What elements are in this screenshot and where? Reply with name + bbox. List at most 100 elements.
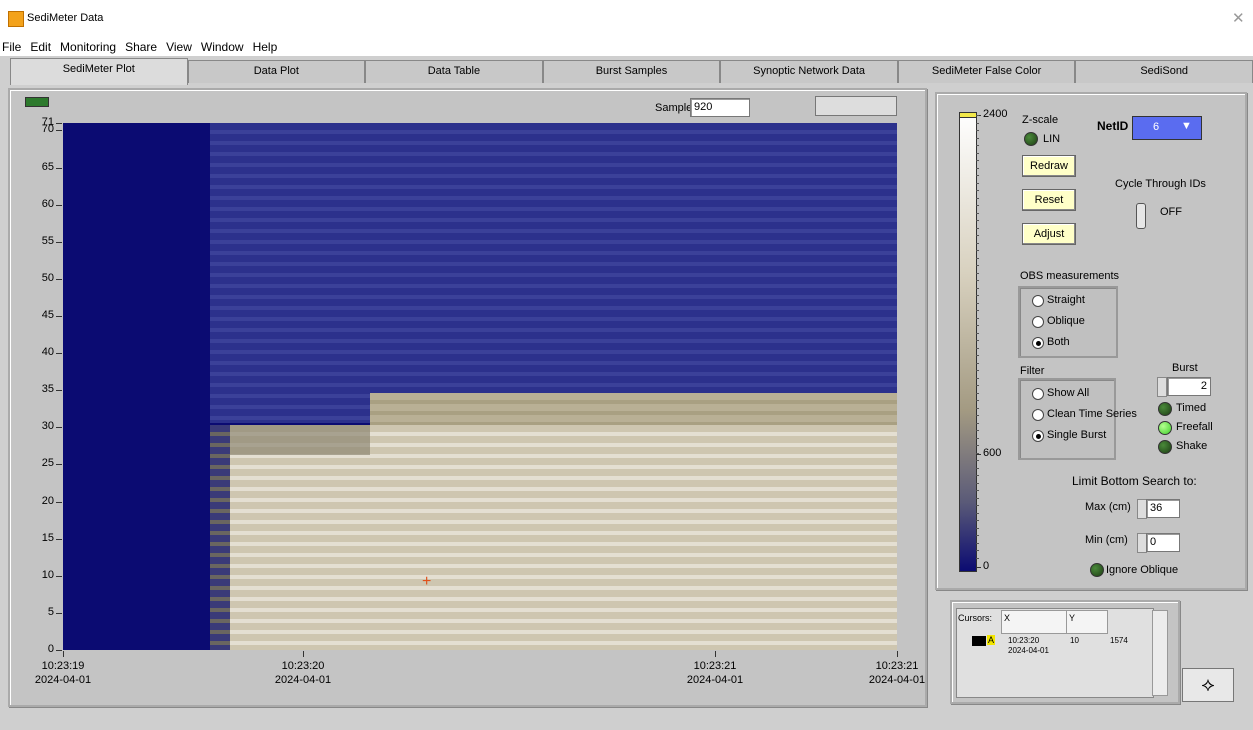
y-tick [56, 538, 62, 540]
menu-item[interactable]: Help [252, 40, 278, 54]
colorbar-minor-tick [976, 302, 979, 304]
menu-item[interactable]: File [2, 40, 22, 54]
y-tick-label: 70 [41, 123, 54, 136]
y-tick-label: 71 [41, 116, 54, 128]
colorbar-minor-tick [976, 190, 979, 191]
colorbar-minor-tick [976, 505, 979, 506]
colorbar-minor-tick [976, 122, 979, 124]
colorbar-minor-tick [976, 325, 979, 326]
menu-item[interactable]: View [166, 40, 192, 54]
colorbar-minor-tick [976, 332, 979, 334]
tab[interactable]: SediSond [1075, 60, 1253, 83]
cycle-value: OFF [1160, 206, 1182, 218]
cursor-header: X [1001, 610, 1069, 634]
menu-item[interactable]: Window [200, 40, 244, 54]
x-tick-date: 2024-04-01 [868, 674, 926, 686]
x-tick [303, 651, 304, 657]
x-tick [897, 651, 898, 657]
tab[interactable]: Burst Samples [542, 60, 721, 83]
y-tick [56, 464, 62, 466]
colorbar-minor-tick [976, 362, 979, 364]
radio-button[interactable] [1032, 430, 1044, 442]
button[interactable]: Redraw [1022, 155, 1076, 177]
button[interactable]: Reset [1022, 189, 1076, 211]
y-tick [56, 315, 62, 317]
min-value[interactable]: 0 [1146, 533, 1180, 552]
colorbar-minor-tick [976, 115, 979, 116]
tab[interactable]: SediMeter Plot [10, 58, 188, 85]
netid-label: NetID [1097, 119, 1129, 133]
max-value[interactable]: 36 [1146, 499, 1180, 518]
plot-water-region [210, 123, 897, 423]
min-label: Min (cm) [1085, 534, 1128, 546]
colorbar-minor-tick [976, 527, 979, 529]
cursor-x-date: 2024-04-01 [1008, 646, 1049, 655]
y-tick-label: 0 [47, 643, 54, 655]
cursor-header: Cursors: [958, 613, 993, 623]
menu-item[interactable]: Edit [30, 40, 52, 54]
radio-label: Show All [1047, 387, 1090, 399]
colorbar-minor-tick [976, 452, 979, 454]
colorbar-minor-tick [976, 407, 979, 409]
y-tick [56, 241, 62, 243]
tab[interactable]: SediMeter False Color [897, 60, 1076, 83]
y-tick [56, 130, 62, 132]
netid-select[interactable]: 6 ▼ [1132, 116, 1202, 140]
cursor-move-button[interactable]: ⟡ [1182, 668, 1234, 702]
y-tick-label: 10 [41, 568, 54, 581]
colorbar-minor-tick [976, 497, 979, 499]
cycle-switch[interactable] [1136, 203, 1146, 229]
colorbar-minor-tick [976, 542, 979, 544]
colorbar-minor-tick [976, 250, 979, 251]
max-label: Max (cm) [1085, 501, 1131, 513]
colorbar-minor-tick [976, 482, 979, 484]
tab[interactable]: Data Table [365, 60, 543, 83]
x-tick-date: 2024-04-01 [34, 674, 92, 686]
burst-value[interactable]: 2 [1167, 377, 1211, 396]
tab[interactable]: Synoptic Network Data [720, 60, 898, 83]
radio-button[interactable] [1032, 388, 1044, 400]
ignore-led[interactable] [1090, 563, 1104, 577]
colorbar-minor-tick [976, 400, 979, 401]
title-bar [0, 0, 1253, 38]
cycle-label: Cycle Through IDs [1115, 178, 1206, 190]
window-title: SediMeter Data [27, 12, 104, 24]
burst-spinner[interactable] [1157, 377, 1167, 397]
colorbar-minor-tick [976, 227, 979, 229]
button[interactable]: Adjust [1022, 223, 1076, 245]
burst-label: Burst [1172, 362, 1198, 374]
colorbar-minor-tick [976, 520, 979, 521]
colorbar-minor-tick [976, 535, 979, 536]
colorbar-minor-tick [976, 415, 979, 416]
dropdown-arrow: ▼ [1181, 120, 1192, 132]
graph-tools[interactable] [815, 96, 897, 116]
cursor-swatch [972, 636, 986, 646]
radio-button[interactable] [1032, 337, 1044, 349]
colorbar-minor-tick [976, 205, 979, 206]
colorbar-minor-tick [976, 167, 979, 169]
y-tick-label: 40 [41, 346, 54, 359]
radio-button[interactable] [1032, 409, 1044, 421]
y-tick [56, 353, 62, 355]
app-icon [8, 11, 24, 27]
y-tick-label: 25 [41, 457, 54, 470]
colorbar-minor-tick [976, 460, 979, 461]
x-tick-time: 10:23:21 [693, 660, 737, 672]
radio-button[interactable] [1032, 295, 1044, 307]
menu-item[interactable]: Monitoring [60, 40, 117, 54]
tab[interactable]: Data Plot [187, 60, 366, 83]
menu-item[interactable]: Share [125, 40, 158, 54]
cursor-marker[interactable]: + [422, 573, 432, 590]
colorbar-minor-tick [976, 490, 979, 491]
zscale-led[interactable] [1024, 132, 1038, 146]
colorbar-minor-tick [976, 130, 979, 131]
radio-button[interactable] [1032, 316, 1044, 328]
y-tick-label: 65 [41, 160, 54, 173]
cursor-scrollbar[interactable] [1152, 610, 1168, 696]
colorbar-minor-tick [976, 370, 979, 371]
colorbar-minor-tick [976, 197, 979, 199]
colorbar-tick-label: 2400 [983, 108, 1008, 120]
status-label: Freefall [1176, 421, 1213, 433]
close-button[interactable]: ✕ [1232, 10, 1245, 27]
